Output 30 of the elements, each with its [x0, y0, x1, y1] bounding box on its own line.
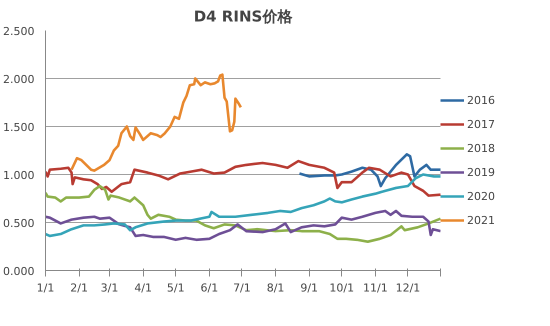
- x-tick-label: 7/1: [233, 282, 251, 294]
- y-tick-label: 0.000: [3, 265, 35, 278]
- x-tick-label: 2/1: [70, 282, 88, 294]
- line-series: [70, 73, 242, 172]
- y-tick-label: 0.500: [3, 217, 35, 230]
- y-tick-label: 2.000: [3, 73, 35, 86]
- y-tick-label: 2.500: [3, 25, 35, 38]
- x-tick-label: 6/1: [200, 282, 218, 294]
- x-tick-label: 10/1: [329, 282, 354, 294]
- x-tick-label: 5/1: [166, 282, 185, 294]
- line-series: [298, 153, 440, 188]
- x-tick-label: 8/1: [266, 282, 284, 294]
- x-tick-label: 3/1: [100, 282, 118, 294]
- line-series: [46, 173, 440, 238]
- legend-label: 2017: [467, 118, 495, 130]
- y-tick-label: 1.500: [3, 121, 35, 134]
- legend-label: 2018: [467, 142, 495, 154]
- legend-label: 2021: [467, 214, 495, 226]
- y-tick-label: 1.000: [3, 169, 35, 182]
- line-series: [46, 160, 440, 197]
- x-tick-label: 12/1: [396, 282, 420, 294]
- legend-label: 2020: [467, 190, 495, 202]
- chart-title: D4 RINS价格: [194, 8, 294, 26]
- x-tick-label: 1/1: [36, 282, 54, 294]
- line-series: [46, 210, 440, 242]
- x-tick-label: 9/1: [300, 282, 318, 294]
- legend-label: 2016: [467, 94, 495, 106]
- x-tick-label: 11/1: [363, 282, 388, 294]
- legend-label: 2019: [467, 166, 495, 178]
- x-tick-label: 4/1: [134, 282, 152, 294]
